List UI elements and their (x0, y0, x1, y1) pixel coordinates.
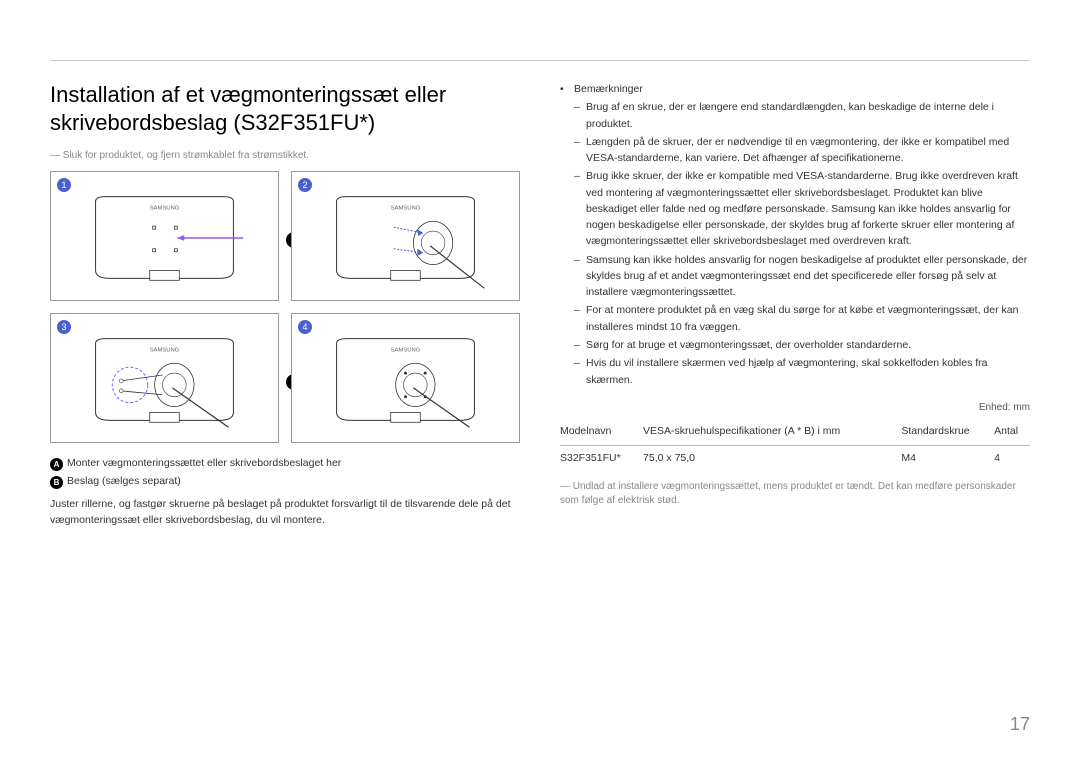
remark-item: ‒Brug ikke skruer, der ikke er kompatibl… (574, 168, 1030, 249)
footnote: Undlad at installere vægmonteringssættet… (560, 480, 1030, 508)
remark-item: ‒Brug af en skrue, der er længere end st… (574, 99, 1030, 132)
left-column: Installation af et vægmonteringssæt elle… (50, 81, 520, 529)
remarks-section: • Bemærkninger ‒Brug af en skrue, der er… (560, 81, 1030, 388)
remark-item: ‒Længden på de skruer, der er nødvendige… (574, 134, 1030, 167)
remarks-title: Bemærkninger (574, 81, 643, 97)
svg-text:SAMSUNG: SAMSUNG (150, 347, 180, 353)
unit-label: Enhed: mm (560, 402, 1030, 413)
remarks-title-row: • Bemærkninger (560, 81, 1030, 97)
badge-a: A (50, 458, 63, 471)
diagram-number-badge: 1 (57, 178, 71, 192)
two-column-layout: Installation af et vægmonteringssæt elle… (50, 81, 1030, 529)
bullet-marker: • (560, 81, 574, 97)
svg-text:SAMSUNG: SAMSUNG (391, 347, 421, 353)
td-qty: 4 (994, 445, 1030, 470)
remarks-list: ‒Brug af en skrue, der er længere end st… (560, 99, 1030, 388)
diagram-3: 3 SAMSUNG B (50, 313, 279, 443)
svg-text:SAMSUNG: SAMSUNG (150, 205, 180, 211)
th-screw: Standardskrue (901, 419, 994, 446)
td-model: S32F351FU* (560, 445, 643, 470)
spec-table: Modelnavn VESA-skruehulspecifikationer (… (560, 419, 1030, 470)
diagram-grid: 1 SAMSUNG A 2 SA (50, 171, 520, 443)
divider-top (50, 60, 1030, 61)
annotation-b-row: B Beslag (sælges separat) (50, 475, 520, 489)
th-vesa: VESA-skruehulspecifikationer (A * B) i m… (643, 419, 901, 446)
section-heading: Installation af et vægmonteringssæt elle… (50, 81, 520, 136)
svg-text:SAMSUNG: SAMSUNG (391, 205, 421, 211)
right-column: • Bemærkninger ‒Brug af en skrue, der er… (560, 81, 1030, 529)
remark-item: ‒Hvis du vil installere skærmen ved hjæl… (574, 355, 1030, 388)
annotation-a-text: Monter vægmonteringssættet eller skriveb… (67, 457, 341, 469)
annotation-a-row: A Monter vægmonteringssættet eller skriv… (50, 457, 520, 471)
td-vesa: 75,0 x 75,0 (643, 445, 901, 470)
table-row: S32F351FU* 75,0 x 75,0 M4 4 (560, 445, 1030, 470)
page-number: 17 (1010, 714, 1030, 735)
diagram-4-svg: SAMSUNG (292, 314, 519, 442)
power-note: Sluk for produktet, og fjern strømkablet… (50, 150, 520, 161)
diagram-1: 1 SAMSUNG A (50, 171, 279, 301)
th-qty: Antal (994, 419, 1030, 446)
diagram-number-badge: 4 (298, 320, 312, 334)
diagram-4: 4 SAMSUNG (291, 313, 520, 443)
remark-item: ‒Samsung kan ikke holdes ansvarlig for n… (574, 252, 1030, 301)
diagram-2-svg: SAMSUNG (292, 172, 519, 300)
th-model: Modelnavn (560, 419, 643, 446)
table-header-row: Modelnavn VESA-skruehulspecifikationer (… (560, 419, 1030, 446)
diagram-number-badge: 2 (298, 178, 312, 192)
td-screw: M4 (901, 445, 994, 470)
diagram-1-svg: SAMSUNG (51, 172, 278, 300)
remark-item: ‒For at montere produktet på en væg skal… (574, 302, 1030, 335)
diagram-3-svg: SAMSUNG (51, 314, 278, 442)
annotation-b-text: Beslag (sælges separat) (67, 475, 181, 487)
instruction-paragraph: Juster rillerne, og fastgør skruerne på … (50, 497, 520, 529)
diagram-number-badge: 3 (57, 320, 71, 334)
diagram-2: 2 SAMSUNG (291, 171, 520, 301)
remark-item: ‒Sørg for at bruge et vægmonteringssæt, … (574, 337, 1030, 353)
badge-b: B (50, 476, 63, 489)
